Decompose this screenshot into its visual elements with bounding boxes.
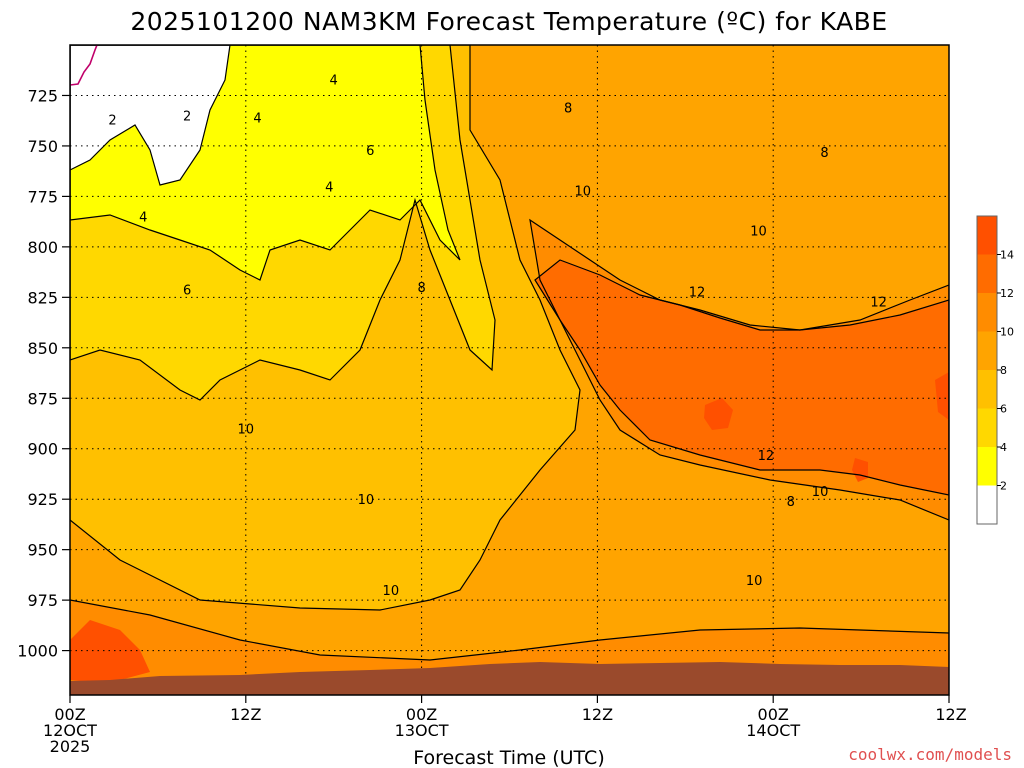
colorbar-swatch bbox=[977, 254, 997, 293]
colorbar: 2 4 6 8 10 12 14 bbox=[976, 215, 1014, 525]
x-tick-label: 13OCT bbox=[395, 721, 449, 740]
colorbar-swatch bbox=[977, 216, 997, 255]
grid-lines bbox=[70, 45, 949, 695]
y-tick-label: 950 bbox=[27, 541, 58, 560]
contour-label: 12 bbox=[870, 295, 887, 310]
colorbar-label: 14 bbox=[1000, 249, 1014, 262]
x-tick-label: 00Z bbox=[758, 705, 789, 724]
contour-label: 4 bbox=[330, 73, 338, 88]
contour-label: 10 bbox=[746, 574, 763, 589]
ground-surface bbox=[70, 662, 949, 695]
contour-label: 2 bbox=[183, 110, 191, 125]
contour-label: 12 bbox=[758, 449, 775, 464]
band-12-14 bbox=[535, 260, 949, 495]
x-tick-label: 14OCT bbox=[746, 721, 800, 740]
contour-label: 12 bbox=[689, 285, 706, 300]
x-tick-label: 00Z bbox=[406, 705, 437, 724]
colorbar-label: 10 bbox=[1000, 326, 1014, 339]
contour-label: 6 bbox=[183, 283, 191, 298]
contour-label: 10 bbox=[383, 584, 400, 599]
x-tick-label: 2025 bbox=[50, 737, 91, 756]
colorbar-swatch bbox=[977, 447, 997, 486]
freezing-line bbox=[70, 45, 98, 86]
contour-labels: 2 2 4 4 4 4 6 6 8 8 8 8 10 10 10 10 10 10 10 12 12 12 bbox=[108, 73, 887, 599]
x-tick-label: 00Z bbox=[54, 705, 85, 724]
x-tick-label: 12OCT bbox=[43, 721, 97, 740]
band-below-2 bbox=[70, 45, 230, 185]
contour-label: 10 bbox=[750, 225, 767, 240]
y-axis: 725 750 775 800 825 850 875 900 925 950 975 1000 bbox=[17, 86, 70, 661]
colorbar-swatch bbox=[977, 331, 997, 370]
contour-label: 6 bbox=[366, 144, 374, 159]
credit-text: coolwx.com/models bbox=[848, 745, 1012, 764]
y-tick-label: 975 bbox=[27, 591, 58, 610]
plot-frame bbox=[69, 44, 950, 696]
x-axis-title: Forecast Time (UTC) bbox=[413, 747, 604, 768]
x-tick-label: 12Z bbox=[230, 705, 261, 724]
contour-line bbox=[70, 45, 581, 611]
contour-label: 8 bbox=[820, 146, 828, 161]
y-tick-label: 1000 bbox=[17, 642, 58, 661]
contour-label: 10 bbox=[574, 184, 591, 199]
y-tick-label: 725 bbox=[27, 86, 58, 105]
contour-label: 4 bbox=[253, 112, 261, 127]
contour-label: 10 bbox=[238, 423, 255, 438]
colorbar-swatch bbox=[977, 408, 997, 447]
contour-line bbox=[70, 45, 461, 281]
contour-label: 10 bbox=[812, 485, 829, 500]
x-tick-label: 12Z bbox=[582, 705, 613, 724]
colorbar-label: 4 bbox=[1000, 441, 1007, 454]
y-tick-label: 750 bbox=[27, 137, 58, 156]
y-tick-label: 875 bbox=[27, 389, 58, 408]
contour-line bbox=[70, 45, 496, 401]
colorbar-label: 8 bbox=[1000, 364, 1007, 377]
y-tick-label: 925 bbox=[27, 490, 58, 509]
colorbar-swatch bbox=[977, 485, 997, 524]
colorbar-label: 12 bbox=[1000, 287, 1014, 300]
contour-lines bbox=[70, 45, 949, 695]
contour-line bbox=[534, 259, 949, 496]
y-tick-label: 850 bbox=[27, 339, 58, 358]
contour-label: 4 bbox=[325, 180, 333, 195]
contour-label: 10 bbox=[358, 493, 375, 508]
colorbar-swatch bbox=[977, 293, 997, 332]
colorbar-label: 6 bbox=[1000, 403, 1007, 416]
contour-line bbox=[70, 218, 949, 695]
contour-label: 2 bbox=[108, 114, 116, 129]
colorbar-swatch bbox=[977, 370, 997, 409]
y-tick-label: 825 bbox=[27, 288, 58, 307]
chart-title: 2025101200 NAM3KM Forecast Temperature (… bbox=[130, 7, 887, 36]
y-tick-label: 900 bbox=[27, 440, 58, 459]
contour-label: 4 bbox=[139, 211, 147, 226]
contour-label: 8 bbox=[417, 281, 425, 296]
y-tick-label: 775 bbox=[27, 187, 58, 206]
contour-label: 8 bbox=[564, 102, 572, 117]
contour-label: 8 bbox=[787, 495, 795, 510]
x-tick-label: 12Z bbox=[935, 705, 966, 724]
contour-line bbox=[70, 45, 231, 186]
colorbar-label: 2 bbox=[1000, 480, 1007, 493]
temperature-bands bbox=[70, 45, 949, 695]
y-tick-label: 800 bbox=[27, 238, 58, 257]
